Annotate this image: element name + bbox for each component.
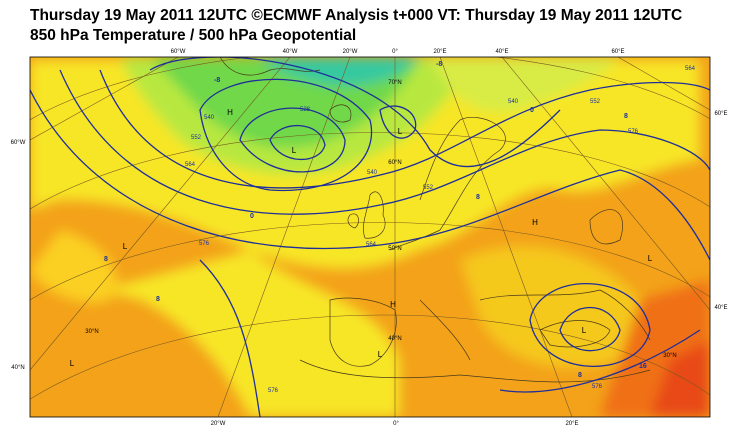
title: Thursday 19 May 2011 12UTC ©ECMWF Analys… (30, 7, 682, 24)
contour-label: 552 (191, 135, 202, 141)
lat-label: 40°N (11, 365, 24, 371)
contour-label: 564 (685, 66, 696, 72)
graticule (30, 57, 710, 417)
lat-label: 30°N (663, 353, 676, 359)
low-center: L (648, 254, 653, 263)
temperature-label: 8 (156, 296, 160, 303)
temperature-label: 8 (624, 113, 628, 120)
lat-label: 30°N (85, 329, 98, 335)
contour-label: 564 (366, 242, 377, 248)
lat-label: 40°N (388, 336, 401, 342)
temperature-label: 8 (104, 256, 108, 263)
coastlines (219, 57, 651, 383)
lon-label: 20°W (343, 49, 358, 55)
low-center: L (378, 350, 383, 359)
contour-label: 576 (199, 241, 210, 247)
contour-label: 540 (508, 99, 519, 105)
temperature-label: 0 (530, 107, 534, 114)
contour-label: 564 (185, 162, 196, 168)
contour-label: 576 (628, 129, 639, 135)
labels: 60°W 40°W 20°W 0° 20°E 40°E 60°E 20°W 0°… (11, 49, 728, 427)
geopotential-contours (30, 57, 710, 417)
lon-label: 20°E (565, 421, 578, 427)
high-center: H (390, 300, 396, 309)
lat-label: 70°N (388, 80, 401, 86)
map-frame (29, 56, 711, 418)
lat-label: 60°W (11, 140, 26, 146)
subtitle: 850 hPa Temperature / 500 hPa Geopotenti… (30, 27, 356, 44)
contour-label: 540 (204, 115, 215, 121)
lat-label: 50°N (388, 246, 401, 252)
low-center: L (70, 359, 75, 368)
lon-label: 20°E (433, 49, 446, 55)
lon-label: 60°W (171, 49, 186, 55)
temperature-label: 0 (250, 213, 254, 220)
high-center: H (532, 218, 538, 227)
lon-label: 0° (392, 49, 398, 55)
low-center: L (292, 146, 297, 155)
low-center: L (123, 242, 128, 251)
temperature-label: 16 (639, 363, 647, 370)
low-center: L (398, 127, 403, 136)
contour-label: 552 (590, 99, 601, 105)
temperature-label: -8 (436, 61, 442, 68)
lon-label: 60°E (611, 49, 624, 55)
lon-label: 40°E (495, 49, 508, 55)
contour-label: 552 (423, 185, 434, 191)
temperature-label: 8 (578, 372, 582, 379)
lon-label: 20°W (211, 421, 226, 427)
temperature-label: 8 (476, 194, 480, 201)
temperature-label: -8 (214, 77, 220, 84)
contour-label: 528 (300, 107, 311, 113)
lat-label: 60°N (388, 160, 401, 166)
contour-label: 576 (268, 388, 279, 394)
low-center: L (582, 326, 587, 335)
map-area (30, 57, 710, 417)
lat-label: 40°E (714, 305, 727, 311)
contour-label: 540 (367, 170, 378, 176)
lon-label: 0° (393, 421, 399, 427)
contour-label: 576 (592, 384, 603, 390)
high-center: H (227, 108, 233, 117)
lat-label: 60°E (714, 111, 727, 117)
lon-label: 40°W (283, 49, 298, 55)
